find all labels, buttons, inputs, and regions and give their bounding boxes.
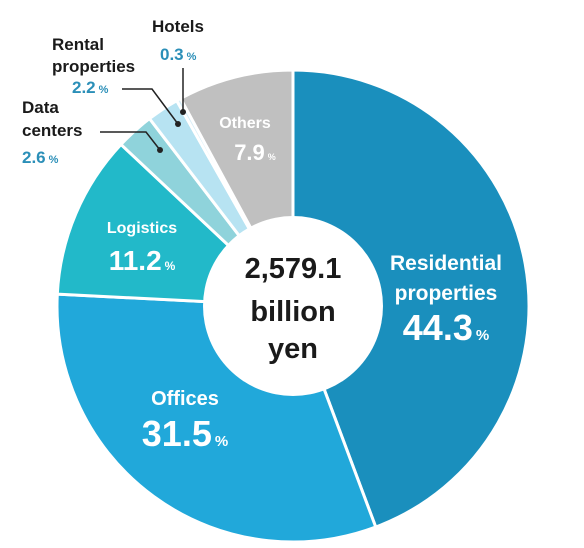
slice-percent-others: 7.9% xyxy=(234,140,276,165)
slice-label-rental-properties-2: properties xyxy=(52,57,135,76)
slice-label-rental-properties-1: Rental xyxy=(52,35,104,54)
leader-line-rental-properties xyxy=(122,88,179,125)
donut-hole xyxy=(203,216,383,396)
leader-dot-data-centers xyxy=(157,147,163,153)
slice-percent-logistics: 11.2% xyxy=(109,245,176,276)
slice-percent-residential-properties: 44.3% xyxy=(403,307,489,348)
slice-percent-hotels: 0.3% xyxy=(160,45,197,64)
slice-label-hotels-1: Hotels xyxy=(152,17,204,36)
slice-percent-rental-properties: 2.2% xyxy=(72,78,109,97)
leader-dot-rental-properties xyxy=(175,121,181,127)
slice-label-residential-properties-1: Residential xyxy=(390,252,502,275)
slice-residential-properties xyxy=(291,68,531,529)
slice-label-residential-properties-2: properties xyxy=(395,282,498,305)
center-label-line-1: 2,579.1 xyxy=(245,253,342,285)
slice-label-logistics-1: Logistics xyxy=(107,220,177,237)
slice-percent-offices: 31.5% xyxy=(142,413,228,454)
slice-label-others-1: Others xyxy=(219,115,271,132)
leader-line-data-centers xyxy=(100,131,161,151)
slice-label-data-centers-1: Data xyxy=(22,98,59,117)
center-label-line-3: yen xyxy=(268,333,318,365)
slice-percent-data-centers: 2.6% xyxy=(22,148,59,167)
slice-label-offices-1: Offices xyxy=(151,388,219,410)
slice-label-data-centers-2: centers xyxy=(22,121,82,140)
leader-dot-hotels xyxy=(180,109,186,115)
center-label-line-2: billion xyxy=(250,296,335,328)
